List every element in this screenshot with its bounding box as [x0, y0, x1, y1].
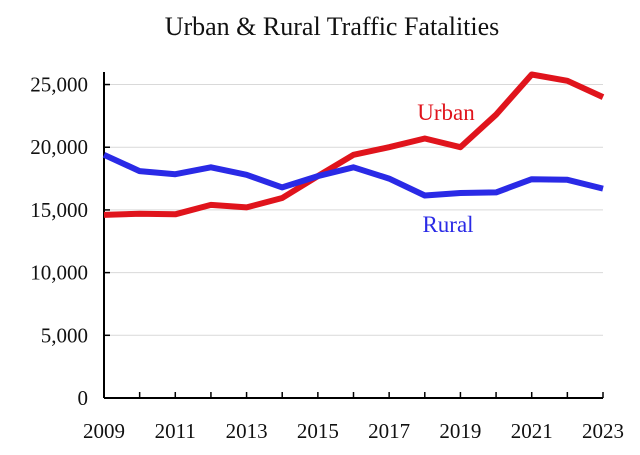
- x-tick-label: 2021: [511, 419, 553, 443]
- x-tick-label: 2017: [368, 419, 410, 443]
- y-tick-label: 0: [78, 386, 89, 410]
- tick-labels: 0 5,000 10,000 15,000 20,000 25,000 2009 2011 20…: [30, 73, 624, 443]
- axes: [103, 72, 604, 399]
- y-tick-label: 20,000: [30, 135, 88, 159]
- series-label-rural: Rural: [422, 212, 473, 237]
- y-tick-label: 10,000: [30, 261, 88, 285]
- y-tick-label: 25,000: [30, 73, 88, 97]
- series-line-urban: [103, 71, 605, 218]
- x-tick-label: 2023: [582, 419, 624, 443]
- series-label-urban: Urban: [417, 100, 475, 125]
- y-tick-label: 15,000: [30, 198, 88, 222]
- x-tick-label: 2019: [439, 419, 481, 443]
- series-labels: Urban Rural: [417, 100, 475, 237]
- x-tick-label: 2015: [297, 419, 339, 443]
- series-lines: [102, 71, 605, 218]
- x-tick-label: 2013: [226, 419, 268, 443]
- series-line-rural: [102, 152, 604, 199]
- y-tick-label: 5,000: [41, 323, 88, 347]
- x-tick-label: 2009: [83, 419, 125, 443]
- x-tick-label: 2011: [155, 419, 196, 443]
- gridlines: [104, 84, 603, 336]
- chart-title: Urban & Rural Traffic Fatalities: [165, 12, 500, 41]
